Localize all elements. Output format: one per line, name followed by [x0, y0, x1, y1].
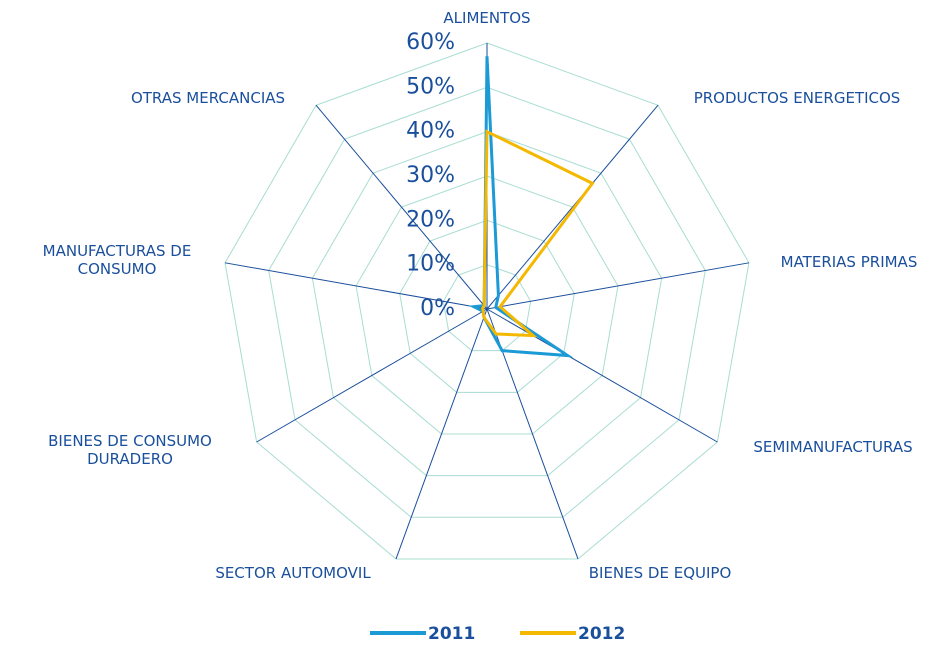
axis-label: OTRAS MERCANCIAS: [130, 89, 286, 107]
grid-ring: [442, 264, 532, 352]
legend-label: 2012: [578, 624, 625, 644]
r-tick-label: 20%: [406, 207, 455, 232]
r-tick-label: 10%: [406, 252, 455, 277]
spoke: [486, 262, 750, 310]
grid-ring: [355, 175, 619, 435]
series-line: [481, 129, 595, 338]
series-line: [468, 56, 574, 358]
grid-ring: [268, 86, 706, 518]
r-tick-label: 40%: [406, 119, 455, 144]
axis-label: BIENES DE EQUIPO: [588, 564, 732, 582]
axis-label: PRODUCTOS ENERGETICOS: [693, 89, 901, 107]
axis-label: ALIMENTOS: [443, 9, 531, 27]
spoke: [256, 308, 488, 443]
grid-ring: [311, 131, 663, 477]
grid-ring: [399, 219, 575, 393]
legend-label: 2011: [428, 624, 475, 644]
spoke: [395, 308, 488, 560]
r-tick-label: 50%: [406, 74, 455, 99]
r-tick-label: 0%: [420, 296, 455, 321]
axis-label: MANUFACTURAS DE CONSUMO: [42, 242, 192, 278]
axis-label: SECTOR AUTOMOVIL: [215, 564, 371, 582]
axis-label: SEMIMANUFACTURAS: [753, 438, 913, 456]
spoke: [486, 308, 718, 443]
grid-ring: [224, 42, 750, 560]
spoke: [486, 104, 659, 310]
axis-label: BIENES DE CONSUMO DURADERO: [48, 432, 212, 468]
spoke: [315, 104, 488, 310]
r-tick-label: 30%: [406, 163, 455, 188]
axis-label: MATERIAS PRIMAS: [780, 253, 918, 271]
spoke: [224, 262, 488, 310]
r-tick-label: 60%: [406, 30, 455, 55]
